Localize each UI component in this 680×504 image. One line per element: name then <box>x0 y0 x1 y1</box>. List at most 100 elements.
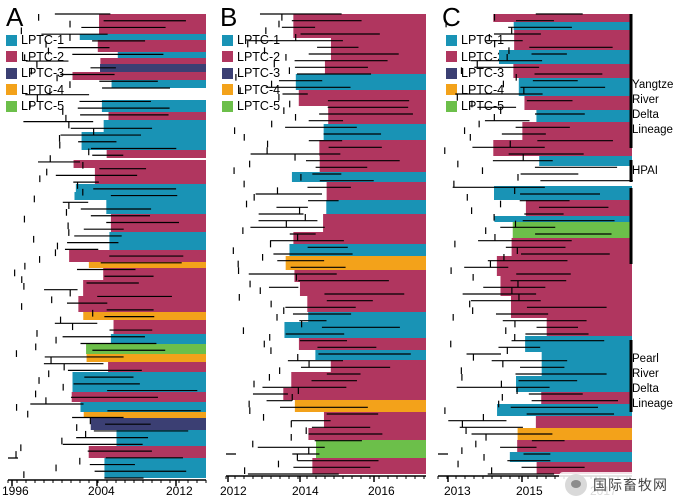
legend-swatch <box>222 51 233 63</box>
panel-letter-b: B <box>220 2 238 32</box>
lineage-band <box>496 256 632 276</box>
legend-label: LPTC-5 <box>237 99 281 113</box>
lineage-band <box>103 268 206 280</box>
lineage-band <box>86 354 206 362</box>
lineage-band <box>106 150 206 158</box>
lineage-band <box>315 350 426 360</box>
legend-item-lptc2: LPTC-2 <box>446 49 504 66</box>
legend-swatch <box>446 34 457 46</box>
axis-tick-label: 2016 <box>368 484 395 498</box>
lineage-band <box>285 256 426 270</box>
legend-b: LPTC-1 LPTC-2 LPTC-3 LPTC-4 LPTC-5 <box>222 32 280 115</box>
lineage-band <box>97 40 206 52</box>
lineage-band <box>517 428 632 440</box>
lineage-band <box>88 262 206 268</box>
panel-a: A LPTC-1 LPTC-2 LPTC-3 LPTC-4 LPTC-5 199… <box>0 0 215 504</box>
legend-c: LPTC-1 LPTC-2 LPTC-3 LPTC-4 LPTC-5 <box>446 32 504 115</box>
wechat-icon <box>565 474 587 496</box>
lineage-band <box>81 132 206 150</box>
lineage-band <box>330 360 426 372</box>
legend-swatch <box>6 67 17 79</box>
clade-label-yangtze: Yangtze River Delta Lineage <box>632 78 673 138</box>
lineage-band <box>511 238 632 256</box>
legend-item-lptc2: LPTC-2 <box>6 49 64 66</box>
axis-tick-label: 2015 <box>516 484 543 498</box>
legend-a: LPTC-1 LPTC-2 LPTC-3 LPTC-4 LPTC-5 <box>6 32 64 115</box>
clade-label-line: Yangtze <box>632 79 674 91</box>
lineage-band <box>116 430 206 446</box>
lineage-band <box>513 64 632 78</box>
legend-label: LPTC-2 <box>21 49 65 64</box>
lineage-band <box>319 140 426 156</box>
lineage-band <box>299 282 426 296</box>
lineage-band <box>72 372 206 392</box>
lineage-band <box>294 270 426 282</box>
lineage-band <box>328 106 426 124</box>
clade-label-line: Lineage <box>632 124 673 136</box>
lineage-band <box>539 156 632 166</box>
lineage-band <box>75 184 207 192</box>
lineage-band <box>80 402 206 412</box>
legend-swatch <box>446 51 457 63</box>
lineage-band <box>512 222 632 238</box>
legend-swatch <box>222 34 233 46</box>
lineage-band <box>536 110 632 122</box>
lineage-band <box>79 34 206 40</box>
lineage-band <box>324 60 426 74</box>
legend-swatch <box>222 67 233 79</box>
legend-swatch <box>446 67 457 79</box>
axis-tick-label: 2012 <box>166 484 193 498</box>
legend-item-lptc2: LPTC-2 <box>222 49 280 66</box>
clade-label-line: Lineage <box>632 398 673 410</box>
lineage-band <box>514 30 632 50</box>
lineage-band <box>307 296 426 312</box>
lineage-band <box>106 200 206 214</box>
legend-label: LPTC-2 <box>461 49 505 64</box>
clade-label-line: Delta <box>632 109 659 121</box>
legend-swatch <box>446 84 457 96</box>
clade-label-line: Pearl <box>632 353 659 365</box>
lineage-band <box>541 352 632 376</box>
legend-item-lptc4: LPTC-4 <box>446 82 504 99</box>
watermark: 国际畜牧网 <box>559 472 674 498</box>
lineage-band <box>298 90 426 106</box>
lineage-band <box>493 140 632 156</box>
legend-item-lptc5: LPTC-5 <box>6 98 64 115</box>
lineage-band <box>308 312 426 322</box>
lineage-band <box>494 186 632 200</box>
legend-label: LPTC-4 <box>237 82 281 97</box>
watermark-text: 国际畜牧网 <box>593 477 668 493</box>
lineage-band <box>83 280 206 296</box>
legend-label: LPTC-3 <box>461 66 505 80</box>
lineage-band <box>111 80 206 88</box>
lineage-band <box>513 22 632 30</box>
lineage-band <box>104 458 206 478</box>
legend-item-lptc3: LPTC-3 <box>222 65 280 82</box>
legend-item-lptc1: LPTC-1 <box>6 32 64 49</box>
lineage-band <box>108 362 206 372</box>
legend-label: LPTC-1 <box>21 33 65 47</box>
legend-item-lptc1: LPTC-1 <box>446 32 504 49</box>
lineage-band <box>524 96 632 110</box>
panel-letter-c: C <box>442 2 461 32</box>
axis-tick-label: 2013 <box>444 484 471 498</box>
lineage-band <box>101 100 206 112</box>
lineage-band <box>323 124 426 140</box>
clade-label-line: HPAI <box>632 165 658 177</box>
lineage-band <box>330 38 426 60</box>
legend-swatch <box>222 84 233 96</box>
legend-item-lptc5: LPTC-5 <box>222 98 280 115</box>
lineage-band <box>525 200 632 216</box>
legend-label: LPTC-4 <box>461 82 505 97</box>
lineage-band <box>494 216 632 222</box>
lineage-band <box>86 344 206 354</box>
clade-label-line: River <box>632 368 659 380</box>
axis-tick-label: 2004 <box>88 484 115 498</box>
axis-tick-label: 1996 <box>2 484 29 498</box>
lineage-band <box>319 156 426 172</box>
lineage-band <box>546 318 632 336</box>
lineage-band <box>284 322 426 338</box>
lineage-band <box>117 52 206 58</box>
lineage-band <box>298 338 426 350</box>
lineage-band <box>100 58 206 64</box>
